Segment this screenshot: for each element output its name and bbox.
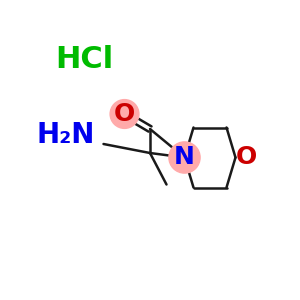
Text: O: O xyxy=(236,146,256,170)
Text: HCl: HCl xyxy=(55,46,113,74)
Text: O: O xyxy=(114,102,135,126)
Text: N: N xyxy=(174,146,195,170)
Text: H₂N: H₂N xyxy=(37,121,95,149)
Circle shape xyxy=(110,100,139,128)
Circle shape xyxy=(169,142,200,173)
